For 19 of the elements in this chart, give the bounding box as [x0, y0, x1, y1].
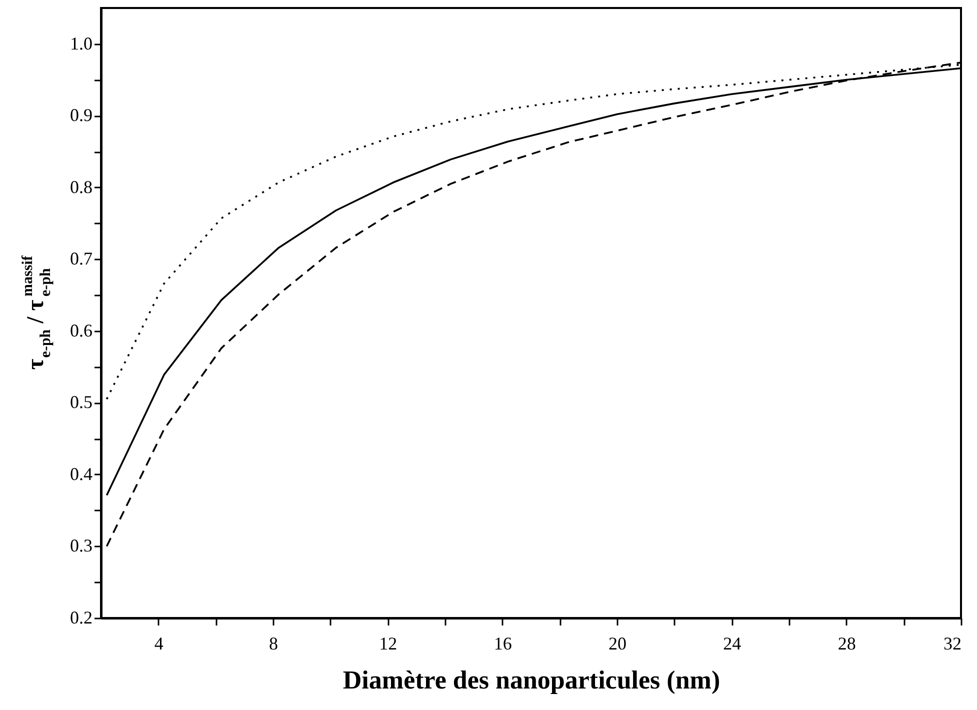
- x-tick-label: 24: [723, 634, 742, 654]
- x-tick-label: 8: [269, 634, 278, 654]
- y-tick-label: 0.4: [70, 464, 92, 484]
- y-tick-label: 0.6: [70, 320, 92, 340]
- y-tick-label: 0.2: [70, 608, 92, 628]
- x-tick-label: 12: [379, 634, 398, 654]
- x-axis-title: Diamètre des nanoparticules (nm): [342, 666, 720, 694]
- y-tick-label: 0.5: [70, 392, 92, 412]
- x-tick-label: 16: [494, 634, 512, 654]
- y-tick-label: 0.8: [70, 176, 92, 197]
- x-tick-label: 32: [944, 634, 962, 654]
- y-tick-label: 0.7: [70, 248, 92, 269]
- y-tick-label: 0.9: [70, 105, 92, 126]
- x-tick-label: 28: [838, 634, 856, 654]
- x-tick-label: 20: [608, 634, 626, 654]
- y-tick-label: 0.3: [70, 536, 92, 556]
- y-tick-label: 1.0: [70, 33, 92, 54]
- x-tick-label: 4: [154, 634, 164, 654]
- y-axis-title: τe-ph / τe-phmassif: [20, 254, 54, 370]
